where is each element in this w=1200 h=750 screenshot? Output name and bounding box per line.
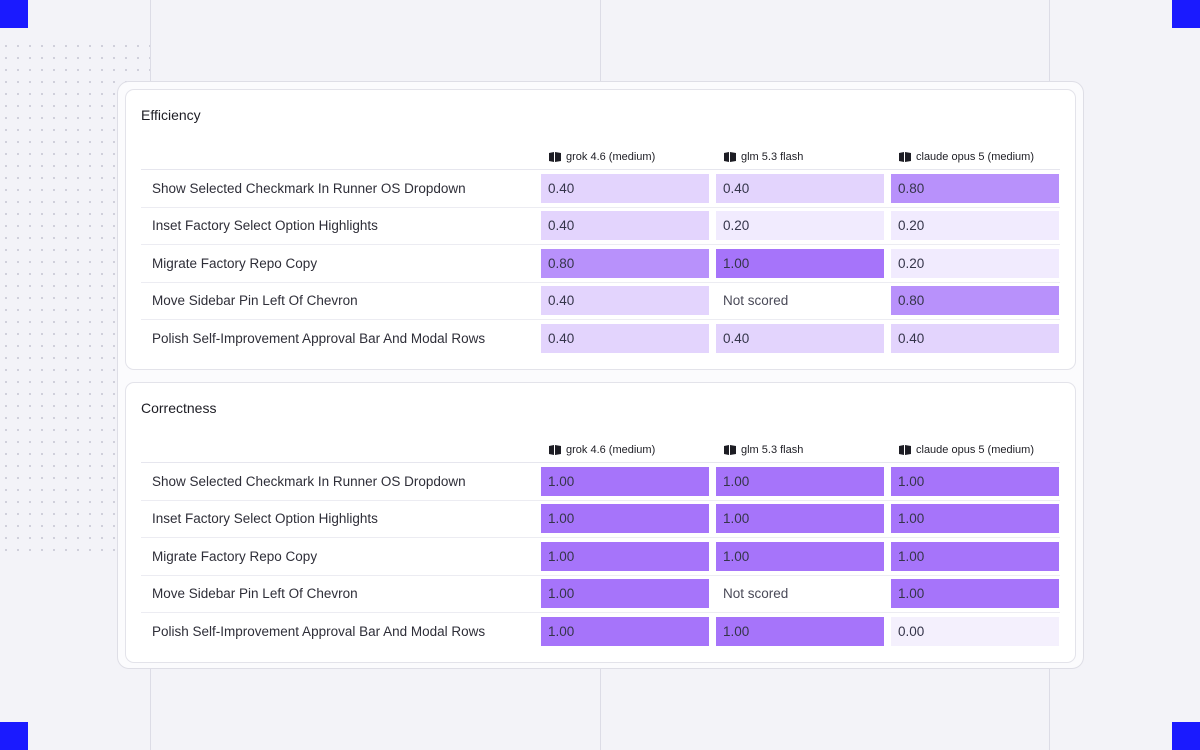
task-label: Migrate Factory Repo Copy: [152, 548, 318, 564]
score-cell: 0.40: [891, 324, 1059, 354]
score-cell: 0.40: [716, 173, 884, 203]
model-name: claude opus 5 (medium): [916, 444, 1035, 456]
table-body: Show Selected Checkmark In Runner OS Dro…: [141, 170, 1060, 358]
score-cell: 0.20: [716, 211, 884, 241]
model-column-header: claude opus 5 (medium): [891, 442, 1066, 458]
model-logo-icon: [724, 152, 736, 162]
score-cell: 1.00: [716, 617, 884, 647]
task-label: Move Sidebar Pin Left Of Chevron: [152, 586, 358, 602]
score-cell: 1.00: [891, 466, 1059, 496]
section-efficiency: Efficiency grok 4.6 (medium) glm 5.3 flash…: [125, 89, 1076, 370]
score-cell: 1.00: [891, 541, 1059, 571]
task-label: Inset Factory Select Option Highlights: [152, 511, 378, 527]
table-header-row: grok 4.6 (medium) glm 5.3 flash claude opu…: [141, 149, 1060, 170]
model-name: glm 5.3 flash: [741, 444, 804, 456]
model-name: glm 5.3 flash: [741, 151, 804, 163]
task-label: Migrate Factory Repo Copy: [152, 255, 318, 271]
section-title: Efficiency: [141, 107, 201, 123]
table-row: Migrate Factory Repo Copy 1.00 1.00 1.00: [141, 538, 1060, 576]
score-cell: 1.00: [716, 466, 884, 496]
corner-marker: [0, 722, 28, 750]
table-row: Migrate Factory Repo Copy 0.80 1.00 0.20: [141, 245, 1060, 283]
section-title: Correctness: [141, 400, 217, 416]
corner-marker: [0, 0, 28, 28]
score-cell: 1.00: [541, 579, 709, 609]
model-name: grok 4.6 (medium): [566, 444, 656, 456]
model-column-header: grok 4.6 (medium): [541, 442, 716, 458]
score-cell: 1.00: [716, 504, 884, 534]
table-row: Move Sidebar Pin Left Of Chevron 0.40 Not …: [141, 283, 1060, 320]
table-row: Polish Self-Improvement Approval Bar And…: [141, 320, 1060, 358]
table-body: Show Selected Checkmark In Runner OS Dro…: [141, 463, 1060, 651]
score-cell: 0.40: [541, 173, 709, 203]
score-cell: 0.40: [541, 286, 709, 316]
task-label: Inset Factory Select Option Highlights: [152, 218, 378, 234]
score-cell: 0.80: [541, 248, 709, 278]
score-cell: 1.00: [541, 617, 709, 647]
model-logo-icon: [549, 152, 561, 162]
score-cell: 1.00: [891, 504, 1059, 534]
table-row: Inset Factory Select Option Highlights 1.…: [141, 501, 1060, 538]
score-cell: 0.20: [891, 248, 1059, 278]
model-logo-icon: [549, 445, 561, 455]
score-cell: 1.00: [716, 541, 884, 571]
score-cell: 0.80: [891, 173, 1059, 203]
score-cell: 1.00: [541, 541, 709, 571]
model-name: grok 4.6 (medium): [566, 151, 656, 163]
task-label: Polish Self-Improvement Approval Bar And…: [152, 331, 486, 347]
model-column-header: claude opus 5 (medium): [891, 149, 1066, 165]
section-correctness: Correctness grok 4.6 (medium) glm 5.3 flas…: [125, 382, 1076, 663]
score-cell: Not scored: [723, 586, 789, 602]
score-cell: 1.00: [716, 248, 884, 278]
score-cell: 0.40: [541, 324, 709, 354]
score-cell: 0.40: [541, 211, 709, 241]
model-logo-icon: [899, 152, 911, 162]
table-row: Polish Self-Improvement Approval Bar And…: [141, 613, 1060, 651]
task-label: Show Selected Checkmark In Runner OS Dro…: [152, 180, 466, 196]
table-row: Show Selected Checkmark In Runner OS Dro…: [141, 463, 1060, 501]
table-header-row: grok 4.6 (medium) glm 5.3 flash claude opu…: [141, 442, 1060, 463]
score-cell: 1.00: [541, 504, 709, 534]
model-column-header: glm 5.3 flash: [716, 149, 891, 165]
score-cell: 0.40: [716, 324, 884, 354]
task-label: Show Selected Checkmark In Runner OS Dro…: [152, 473, 466, 489]
model-logo-icon: [899, 445, 911, 455]
model-logo-icon: [724, 445, 736, 455]
corner-marker: [1172, 722, 1200, 750]
score-cell: 1.00: [541, 466, 709, 496]
task-label: Polish Self-Improvement Approval Bar And…: [152, 624, 486, 640]
model-column-header: glm 5.3 flash: [716, 442, 891, 458]
model-column-header: grok 4.6 (medium): [541, 149, 716, 165]
score-cell: 1.00: [891, 579, 1059, 609]
corner-marker: [1172, 0, 1200, 28]
score-cell: 0.80: [891, 286, 1059, 316]
score-cell: 0.00: [891, 617, 1059, 647]
table-row: Move Sidebar Pin Left Of Chevron 1.00 Not …: [141, 576, 1060, 613]
table-row: Show Selected Checkmark In Runner OS Dro…: [141, 170, 1060, 208]
task-label: Move Sidebar Pin Left Of Chevron: [152, 293, 358, 309]
score-cell: 0.20: [891, 211, 1059, 241]
table-row: Inset Factory Select Option Highlights 0.…: [141, 208, 1060, 245]
model-name: claude opus 5 (medium): [916, 151, 1035, 163]
scores-card: Efficiency grok 4.6 (medium) glm 5.3 flash…: [117, 81, 1084, 669]
score-cell: Not scored: [723, 293, 789, 309]
